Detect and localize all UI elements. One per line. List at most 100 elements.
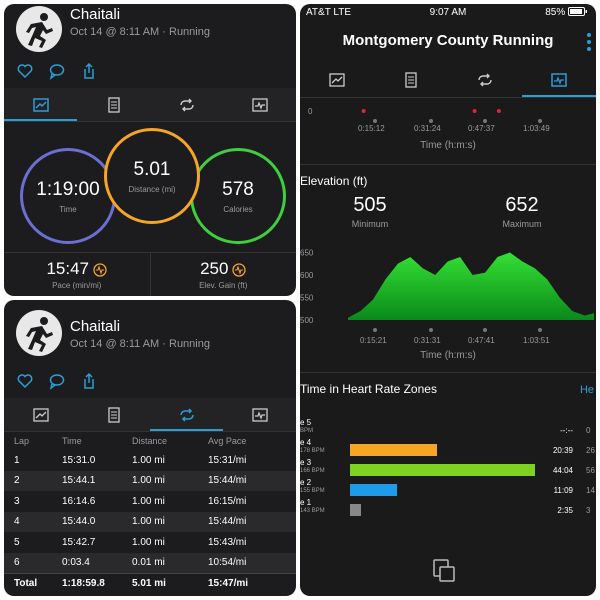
tab-laps[interactable]: [150, 88, 223, 121]
elev-gain-label: Elev. Gain (ft): [199, 281, 248, 290]
like-heart-icon[interactable]: [16, 372, 34, 390]
tab-laps[interactable]: [448, 62, 522, 97]
x-tick: 1:03:51: [523, 336, 550, 345]
avatar[interactable]: [16, 6, 62, 52]
tab-details[interactable]: [374, 62, 448, 97]
x-tick-dot: [429, 119, 433, 123]
activity-meta: Oct 14 @ 8:11 AM · Running: [70, 26, 210, 38]
lap-number: 4: [14, 516, 20, 528]
zone-bpm: 178 BPM: [300, 448, 325, 454]
pace-trend-icon[interactable]: [93, 262, 107, 277]
total-distance: 5.01 mi: [132, 578, 166, 590]
total-time: 1:18:59.8: [62, 578, 105, 590]
tab-charts[interactable]: [223, 88, 296, 121]
share-icon[interactable]: [80, 62, 98, 80]
table-row[interactable]: 1 15:31.0 1.00 mi 15:31/mi: [4, 450, 296, 471]
activity-tabs: [4, 398, 296, 432]
zone-bar[interactable]: [350, 504, 361, 516]
x-tick: 0:31:31: [414, 336, 441, 345]
tab-details[interactable]: [77, 88, 150, 121]
zone-name: e 1: [300, 498, 312, 507]
y-tick-label: 600: [300, 271, 314, 280]
total-row: Total 1:18:59.8 5.01 mi 15:47/mi: [4, 573, 296, 594]
zone-time: --:--: [560, 426, 573, 435]
zone-percent: 0: [586, 426, 591, 435]
top-chart-x-label: Time (h:m:s): [420, 140, 476, 151]
more-options-icon[interactable]: [586, 32, 592, 52]
comment-icon[interactable]: [48, 372, 66, 390]
lap-pace: 16:15/mi: [208, 495, 247, 507]
pace-value: 15:47: [46, 259, 90, 278]
total-pace: 15:47/mi: [208, 578, 249, 590]
lap-pace: 10:54/mi: [208, 557, 247, 569]
tab-charts[interactable]: [223, 398, 296, 431]
time-circle: 1:19:00 Time: [20, 148, 116, 244]
carrier-label: AT&T LTE: [306, 7, 352, 18]
x-tick-dot: [429, 328, 433, 332]
event-marker: [472, 109, 477, 113]
elevation-min-label: Minimum: [351, 219, 389, 229]
x-tick-dot: [483, 119, 487, 123]
like-heart-icon[interactable]: [16, 62, 34, 80]
tab-summary[interactable]: [4, 88, 77, 121]
distance-circle: 5.01 Distance (mi): [104, 128, 200, 224]
table-row[interactable]: 4 15:44.0 1.00 mi 15:44/mi: [4, 511, 296, 532]
zone-bar[interactable]: [350, 444, 437, 456]
tab-summary[interactable]: [4, 398, 77, 431]
lap-pace: 15:44/mi: [208, 475, 247, 487]
table-row[interactable]: 3 16:14.6 1.00 mi 16:15/mi: [4, 491, 296, 512]
top-chart-y-tick: 0: [308, 107, 313, 116]
lap-number: 1: [14, 454, 20, 466]
elevation-x-label: Time (h:m:s): [420, 350, 476, 361]
table-row[interactable]: 2 15:44.1 1.00 mi 15:44/mi: [4, 470, 296, 491]
zone-bar[interactable]: [350, 464, 535, 476]
comment-icon[interactable]: [48, 62, 66, 80]
pulse-chart-icon: [251, 407, 268, 422]
divider: [300, 372, 596, 373]
lap-distance: 1.00 mi: [132, 536, 165, 548]
social-actions: [16, 372, 98, 392]
divider: [300, 164, 596, 165]
summary-panel: Chaitali Oct 14 @ 8:11 AM · Running 1:19…: [4, 4, 296, 296]
lap-time: 16:14.6: [62, 495, 96, 507]
event-marker: [496, 109, 501, 113]
user-name[interactable]: Chaitali: [70, 6, 121, 23]
y-tick-label: 500: [300, 316, 314, 325]
tab-laps[interactable]: [150, 398, 223, 431]
lap-distance: 1.00 mi: [132, 475, 165, 487]
zone-percent: 3: [586, 506, 591, 515]
lap-time: 15:44.1: [62, 475, 96, 487]
zone-percent: 56: [586, 466, 595, 475]
lap-time: 0:03.4: [62, 557, 90, 569]
page-title: Montgomery County Running: [342, 32, 554, 49]
header-distance: Distance: [132, 436, 168, 446]
tab-charts[interactable]: [522, 62, 596, 97]
lap-pace: 15:44/mi: [208, 516, 247, 528]
tab-summary[interactable]: [300, 62, 374, 97]
total-label: Total: [14, 578, 38, 590]
share-icon[interactable]: [80, 372, 98, 390]
table-row[interactable]: 5 15:42.7 1.00 mi 15:43/mi: [4, 532, 296, 553]
compare-icon[interactable]: [430, 558, 460, 584]
summary-stats: 15:47 Pace (min/mi) 250 Elev. Gain (ft): [4, 252, 296, 296]
top-chart[interactable]: 0: [300, 100, 596, 130]
tab-details[interactable]: [77, 398, 150, 431]
table-row[interactable]: 6 0:03.4 0.01 mi 10:54/mi: [4, 552, 296, 573]
activity-header: Chaitali Oct 14 @ 8:11 AM · Running: [4, 308, 296, 358]
zone-bar[interactable]: [350, 484, 397, 496]
elevation-chart[interactable]: 650 600 550 500: [300, 244, 596, 334]
document-icon: [107, 406, 120, 423]
zone-label: e 3 166 BPM: [300, 458, 325, 476]
zone-label: e 2 155 BPM: [300, 478, 325, 496]
x-tick-dot: [538, 119, 542, 123]
hr-zones-help-link[interactable]: He: [579, 384, 594, 396]
activity-tabs: [300, 62, 596, 98]
elev-trend-icon[interactable]: [232, 262, 247, 277]
avatar[interactable]: [16, 310, 62, 356]
elev-gain-value: 250: [200, 259, 229, 278]
user-name[interactable]: Chaitali: [70, 318, 121, 335]
x-tick-dot: [538, 328, 542, 332]
zone-label: e 1 143 BPM: [300, 498, 325, 516]
zone-time: 2:35: [557, 506, 573, 515]
lap-time: 15:42.7: [62, 536, 96, 548]
